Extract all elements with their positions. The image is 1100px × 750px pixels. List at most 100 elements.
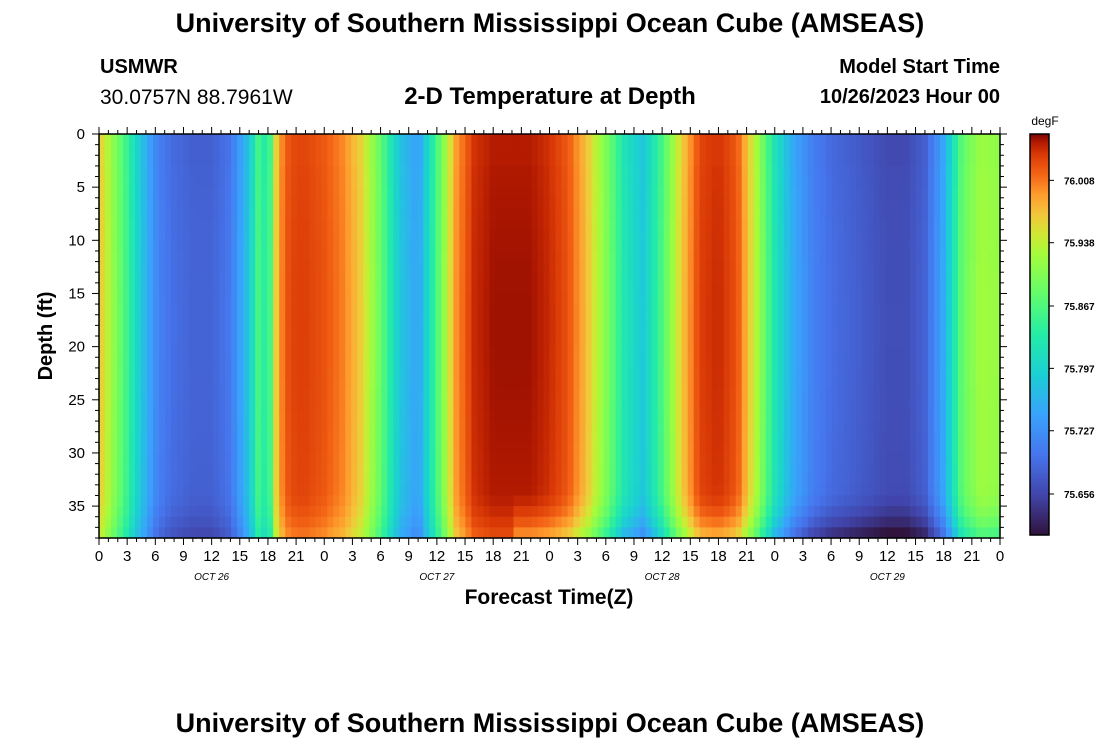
- heatmap-cell: [789, 176, 797, 188]
- heatmap-cell: [213, 506, 220, 518]
- heatmap-cell: [663, 484, 671, 497]
- heatmap-cell: [123, 304, 130, 316]
- heatmap-cell: [609, 378, 617, 390]
- heatmap-cell: [315, 229, 322, 241]
- heatmap-cell: [159, 261, 166, 273]
- heatmap-cell: [405, 431, 412, 443]
- heatmap-cell: [309, 484, 316, 497]
- heatmap-cell: [561, 484, 569, 497]
- heatmap-cell: [651, 484, 659, 497]
- heatmap-cell: [861, 527, 869, 539]
- heatmap-cell: [489, 389, 497, 401]
- heatmap-cell: [483, 484, 491, 497]
- heatmap-cell: [747, 325, 755, 337]
- heatmap-cell: [507, 452, 515, 465]
- heatmap-cell: [867, 367, 875, 380]
- heatmap-cell: [375, 144, 382, 156]
- heatmap-cell: [489, 165, 497, 178]
- heatmap-cell: [291, 144, 298, 156]
- heatmap-cell: [99, 442, 106, 454]
- heatmap-cell: [195, 250, 202, 263]
- heatmap-cell: [825, 378, 833, 390]
- heatmap-cell: [219, 410, 226, 422]
- heatmap-cell: [345, 516, 352, 528]
- heatmap-cell: [639, 219, 647, 231]
- heatmap-cell: [177, 346, 184, 358]
- heatmap-cell: [639, 442, 647, 454]
- heatmap-cell: [315, 219, 322, 231]
- heatmap-cell: [243, 197, 250, 210]
- heatmap-cell: [675, 155, 683, 167]
- heatmap-cell: [399, 506, 406, 518]
- heatmap-cell: [603, 240, 611, 252]
- heatmap-cell: [327, 176, 334, 188]
- heatmap-cell: [543, 336, 551, 348]
- heatmap-cell: [687, 176, 695, 188]
- heatmap-cell: [327, 134, 334, 146]
- heatmap-cell: [261, 367, 268, 380]
- heatmap-cell: [531, 187, 539, 199]
- heatmap-cell: [651, 144, 659, 156]
- heatmap-cell: [171, 346, 178, 358]
- heatmap-cell: [825, 197, 833, 210]
- heatmap-cell: [399, 421, 406, 433]
- heatmap-cell: [393, 495, 400, 507]
- heatmap-cell: [843, 165, 851, 178]
- heatmap-cell: [747, 229, 755, 241]
- heatmap-cell: [795, 474, 803, 486]
- heatmap-cell: [669, 399, 677, 412]
- heatmap-cell: [243, 272, 250, 284]
- heatmap-cell: [357, 484, 364, 497]
- heatmap-cell: [477, 389, 485, 401]
- heatmap-cell: [861, 410, 869, 422]
- heatmap-cell: [429, 484, 436, 497]
- heatmap-cell: [573, 144, 581, 156]
- heatmap-cell: [585, 410, 593, 422]
- heatmap-cell: [315, 144, 322, 156]
- heatmap-cell: [369, 527, 376, 539]
- heatmap-cell: [483, 410, 491, 422]
- heatmap-cell: [189, 176, 196, 188]
- heatmap-cell: [537, 165, 545, 178]
- heatmap-cell: [657, 282, 665, 295]
- heatmap-cell: [297, 208, 304, 220]
- heatmap-cell: [285, 346, 292, 358]
- heatmap-cell: [465, 399, 473, 412]
- heatmap-cell: [117, 495, 124, 507]
- heatmap-cell: [855, 208, 863, 220]
- heatmap-cell: [267, 229, 274, 241]
- heatmap-cell: [369, 155, 376, 167]
- heatmap-cell: [345, 272, 352, 284]
- heatmap-cell: [141, 527, 148, 539]
- heatmap-cell: [741, 240, 749, 252]
- heatmap-cell: [699, 506, 707, 518]
- heatmap-cell: [201, 431, 208, 443]
- heatmap-cell: [669, 431, 677, 443]
- heatmap-cell: [705, 155, 713, 167]
- heatmap-cell: [591, 431, 599, 443]
- heatmap-cell: [825, 261, 833, 273]
- heatmap-cell: [663, 325, 671, 337]
- heatmap-cell: [177, 165, 184, 178]
- heatmap-cell: [771, 452, 779, 465]
- heatmap-cell: [645, 463, 653, 475]
- heatmap-cell: [273, 229, 280, 241]
- heatmap-cell: [411, 421, 418, 433]
- heatmap-cell: [225, 282, 232, 295]
- heatmap-cell: [423, 187, 430, 199]
- heatmap-cell: [525, 367, 533, 380]
- heatmap-cell: [477, 336, 485, 348]
- heatmap-cell: [111, 506, 118, 518]
- heatmap-cell: [843, 367, 851, 380]
- heatmap-cell: [225, 378, 232, 390]
- heatmap-cell: [213, 187, 220, 199]
- heatmap-cell: [375, 229, 382, 241]
- heatmap-cell: [645, 282, 653, 295]
- heatmap-cell: [291, 346, 298, 358]
- heatmap-cell: [795, 165, 803, 178]
- heatmap-cell: [465, 165, 473, 178]
- heatmap-cell: [621, 272, 629, 284]
- heatmap-cell: [753, 144, 761, 156]
- heatmap-cell: [861, 229, 869, 241]
- heatmap-cell: [855, 144, 863, 156]
